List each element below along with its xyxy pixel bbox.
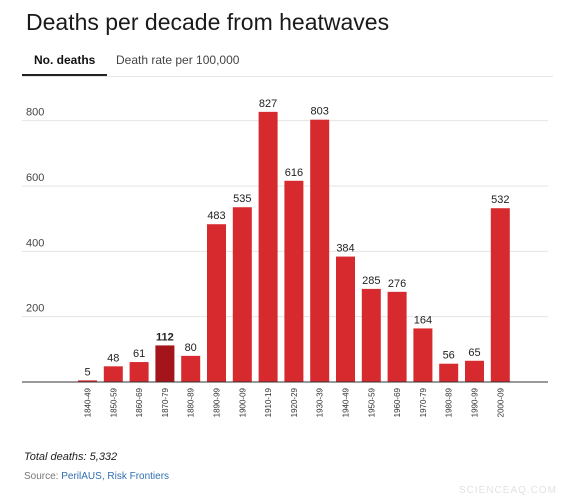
source-prefix: Source: — [24, 471, 62, 482]
tab-no-deaths[interactable]: No. deaths — [22, 48, 108, 77]
bar-value-label: 285 — [362, 275, 380, 287]
bar-value-label: 164 — [414, 314, 432, 326]
bar — [387, 291, 407, 382]
bar — [465, 360, 484, 382]
watermark: SCIENCEAQ.COM — [458, 485, 557, 496]
y-tick-label: 800 — [26, 107, 44, 119]
bar-value-label: 827 — [259, 98, 277, 110]
bar — [258, 111, 278, 382]
bar — [284, 180, 304, 382]
x-tick-label: 1930-39 — [316, 387, 325, 417]
x-tick-label: 1920-29 — [290, 387, 299, 417]
bar-value-label: 532 — [491, 194, 509, 206]
bar — [361, 288, 381, 382]
bar-value-label: 616 — [285, 167, 303, 179]
total-deaths-note: Total deaths: 5,332 — [24, 451, 118, 463]
x-tick-label: 1860-69 — [135, 387, 144, 417]
x-tick-label: 2000-09 — [496, 387, 505, 417]
bar — [207, 224, 226, 382]
x-tick-label: 1880-89 — [187, 387, 196, 417]
bar-value-label: 483 — [207, 210, 225, 222]
bar-value-label: 384 — [336, 243, 354, 255]
source-links[interactable]: PerilAUS, Risk Frontiers — [61, 471, 170, 482]
x-tick-label: 1850-59 — [109, 387, 118, 417]
y-tick-label: 200 — [26, 303, 44, 315]
bar — [310, 119, 330, 382]
bar-value-label: 276 — [388, 278, 406, 290]
bar-value-label: 535 — [233, 193, 251, 205]
tab-death-rate[interactable]: Death rate per 100,000 — [116, 53, 240, 67]
bar — [155, 345, 175, 382]
bar — [129, 362, 149, 382]
bar-value-label: 48 — [107, 352, 119, 364]
bar-value-label: 5 — [84, 366, 90, 378]
bar — [103, 366, 123, 382]
x-tick-label: 1940-49 — [342, 387, 351, 417]
bar — [78, 380, 97, 382]
bar-value-label: 112 — [156, 331, 174, 343]
bar-chart: 200 400 600 800 5 1840-49 48 1850-59 61 1860-69 11… — [22, 98, 548, 417]
x-tick-label: 1900-09 — [238, 387, 247, 417]
y-tick-label: 400 — [26, 237, 44, 249]
source-line: Source: PerilAUS, Risk Frontiers — [24, 471, 169, 482]
bar-value-label: 80 — [185, 342, 197, 354]
bar-value-label: 56 — [443, 350, 455, 362]
x-tick-label: 1870-79 — [161, 387, 170, 417]
tab-divider — [22, 76, 553, 77]
bar — [232, 207, 252, 382]
x-tick-label: 1980-89 — [445, 387, 454, 417]
y-tick-label: 600 — [26, 172, 44, 184]
bar — [490, 208, 510, 382]
bar — [439, 363, 459, 382]
bar — [181, 355, 201, 382]
x-tick-label: 1840-49 — [84, 387, 93, 417]
bar — [413, 328, 433, 382]
chart-tabs: No. deaths Death rate per 100,000 — [22, 48, 553, 77]
x-tick-label: 1970-79 — [419, 387, 428, 417]
x-tick-label: 1910-19 — [264, 387, 273, 417]
page-title: Deaths per decade from heatwaves — [26, 9, 390, 35]
bar — [336, 256, 355, 382]
bar-value-label: 803 — [311, 106, 329, 118]
bar-value-label: 61 — [133, 348, 145, 360]
x-tick-label: 1950-59 — [367, 387, 376, 417]
x-tick-label: 1960-69 — [393, 387, 402, 417]
x-tick-label: 1890-99 — [213, 387, 222, 417]
x-tick-label: 1990-99 — [471, 387, 480, 417]
bar-value-label: 65 — [468, 347, 480, 359]
